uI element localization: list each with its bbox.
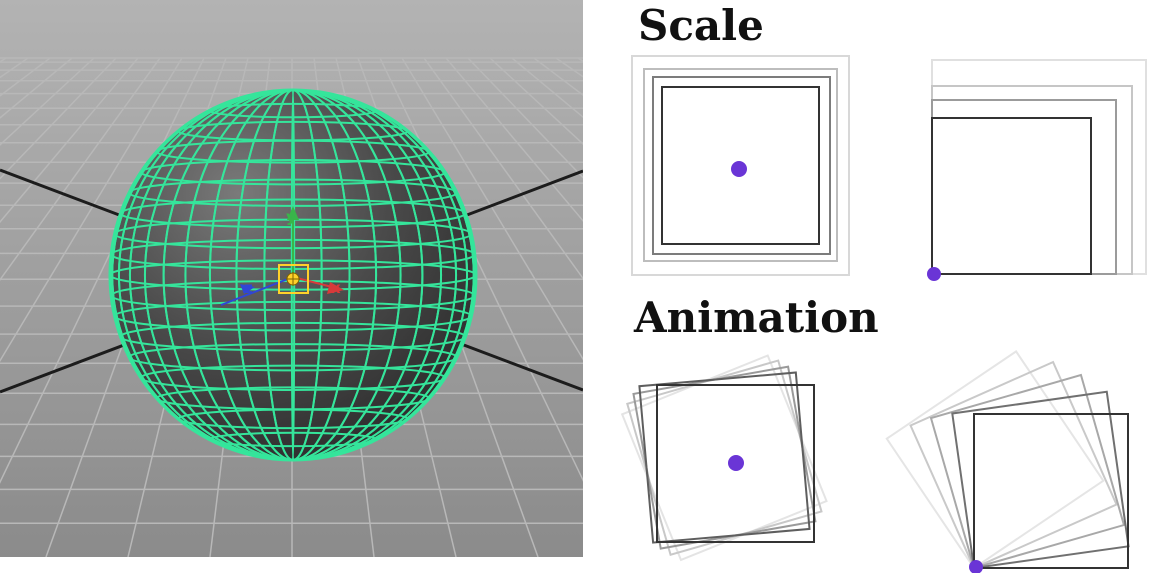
wireframe-longitude-line	[184, 90, 402, 460]
viewport-canvas: y x z	[0, 0, 583, 557]
wireframe-longitude-line	[235, 90, 351, 460]
grid-line-perspective	[0, 57, 205, 484]
scale-center-main-square	[661, 86, 820, 245]
grid-line-perspective	[0, 57, 183, 363]
grid-line-perspective	[445, 57, 583, 222]
grid-line-perspective	[467, 57, 583, 179]
wireframe-longitude-line	[143, 90, 443, 460]
y-arrow-icon	[287, 206, 299, 220]
grid-line-perspective	[0, 57, 117, 180]
x-arrow-icon	[327, 282, 344, 294]
scale-center-diagram	[631, 55, 850, 276]
wireframe-longitude-line	[208, 90, 378, 460]
scale-center-outer-square	[631, 55, 850, 276]
scale-corner-outer-square	[931, 59, 1147, 275]
scale-center-pivot-dot	[731, 161, 747, 177]
animation-corner-square-4	[951, 390, 1130, 570]
animation-corner-square-3	[929, 373, 1126, 570]
scale-title: Scale	[638, 1, 764, 50]
viewport-3d[interactable]: y x z	[0, 0, 583, 557]
wireframe-longitude-line	[162, 90, 424, 460]
pivot-square[interactable]	[278, 264, 309, 294]
z-axis-label: z	[244, 279, 253, 297]
animation-title: Animation	[634, 293, 879, 342]
x-axis-label: x	[331, 279, 341, 297]
grid-line-perspective	[0, 57, 161, 282]
grid-line-perspective	[0, 57, 139, 224]
scale-corner-pivot-dot	[927, 267, 941, 281]
wireframe-longitude-line	[111, 90, 475, 460]
grid-line-perspective	[489, 57, 583, 145]
animation-center-square-4	[638, 371, 811, 544]
scale-center-third-square	[652, 76, 831, 255]
x-axis-handle[interactable]	[292, 276, 337, 289]
animation-corner-main-square	[973, 413, 1129, 569]
scale-corner-second-square	[931, 85, 1133, 275]
wireframe-longitude-line	[263, 90, 323, 460]
grid-line-perspective	[401, 57, 583, 361]
animation-corner-pivot-dot	[969, 560, 983, 573]
wireframe-longitude-line	[117, 90, 469, 460]
sphere-outline	[108, 88, 478, 462]
animation-center-diagram	[620, 354, 828, 562]
animation-center-main-square	[656, 384, 815, 543]
animation-center-pivot-dot	[728, 455, 744, 471]
z-arrow-icon	[240, 284, 255, 294]
scale-corner-third-square	[931, 99, 1117, 275]
scale-corner-diagram	[927, 59, 1147, 281]
wireframe-longitude-line	[128, 90, 458, 460]
scale-corner-main-square	[931, 117, 1092, 275]
transform-gizmo[interactable]: y x z	[220, 206, 344, 306]
grid-line-perspective	[0, 57, 95, 146]
grid-line-perspective	[423, 57, 583, 280]
animation-corner-square-1	[885, 350, 1105, 570]
z-axis-handle[interactable]	[220, 276, 294, 306]
animation-corner-square-2	[909, 360, 1118, 570]
y-axis-label: y	[286, 208, 296, 226]
scale-center-second-square	[643, 68, 838, 262]
animation-corner-diagram	[885, 350, 1130, 573]
